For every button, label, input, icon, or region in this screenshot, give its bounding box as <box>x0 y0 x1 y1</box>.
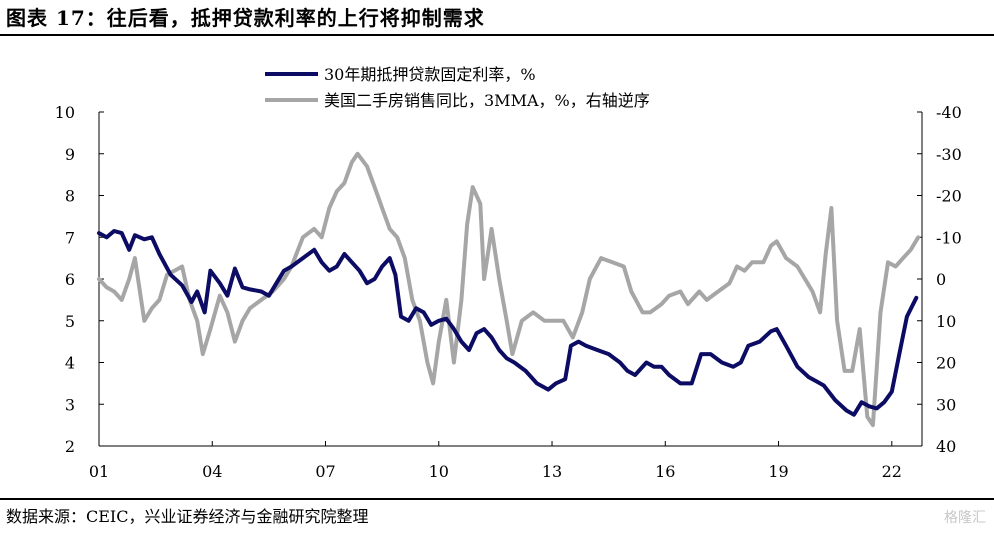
left-tick-label: 5 <box>65 312 75 331</box>
x-tick-label: 04 <box>202 462 222 481</box>
right-tick-label: 0 <box>936 270 946 289</box>
source-note: 数据来源：CEIC，兴业证券经济与金融研究院整理 <box>6 507 369 526</box>
dual-axis-line-chart: 2 3 4 5 6 7 8 9 10 -40 -30 -20 -10 0 10 20 30 40 01 04 07 10 1… <box>55 65 962 481</box>
right-tick-label: 10 <box>936 312 956 331</box>
left-tick-label: 10 <box>55 103 75 122</box>
left-tick-label: 9 <box>65 145 75 164</box>
series-line-mortgage-rate <box>97 229 919 417</box>
legend-label-rate: 30年期抵押贷款固定利率，% <box>324 65 536 84</box>
title-rule <box>0 34 994 36</box>
x-tick-label: 16 <box>655 462 675 481</box>
legend: 30年期抵押贷款固定利率，% 美国二手房销售同比，3MMA，%，右轴逆序 <box>265 65 650 110</box>
left-tick-label: 8 <box>65 187 75 206</box>
right-tick-label: -30 <box>936 145 962 164</box>
right-tick-label: -10 <box>936 228 962 247</box>
x-tick-label: 13 <box>542 462 562 481</box>
right-tick-label: -40 <box>936 103 962 122</box>
right-tick-label: 40 <box>936 437 956 456</box>
axes: 2 3 4 5 6 7 8 9 10 -40 -30 -20 -10 0 10 20 30 40 01 04 07 10 1… <box>55 103 962 481</box>
left-tick-label: 6 <box>65 270 75 289</box>
watermark: 格隆汇 <box>944 510 986 526</box>
x-tick-label: 19 <box>768 462 788 481</box>
x-tick-label: 01 <box>89 462 109 481</box>
series-lines <box>97 151 921 428</box>
left-tick-label: 4 <box>65 354 75 373</box>
right-tick-label: -20 <box>936 187 962 206</box>
x-tick-label: 07 <box>315 462 335 481</box>
right-tick-label: 20 <box>936 354 956 373</box>
left-tick-label: 7 <box>65 228 75 247</box>
figure-title: 图表 17：往后看，抵押贷款利率的上行将抑制需求 <box>6 6 485 30</box>
right-tick-label: 30 <box>936 395 956 414</box>
series-line-home-sales <box>97 151 921 428</box>
source-rule <box>0 498 994 500</box>
left-tick-label: 2 <box>65 437 75 456</box>
legend-label-sales: 美国二手房销售同比，3MMA，%，右轴逆序 <box>324 91 650 110</box>
x-tick-label: 22 <box>882 462 902 481</box>
x-tick-label: 10 <box>429 462 449 481</box>
left-tick-label: 3 <box>65 395 75 414</box>
